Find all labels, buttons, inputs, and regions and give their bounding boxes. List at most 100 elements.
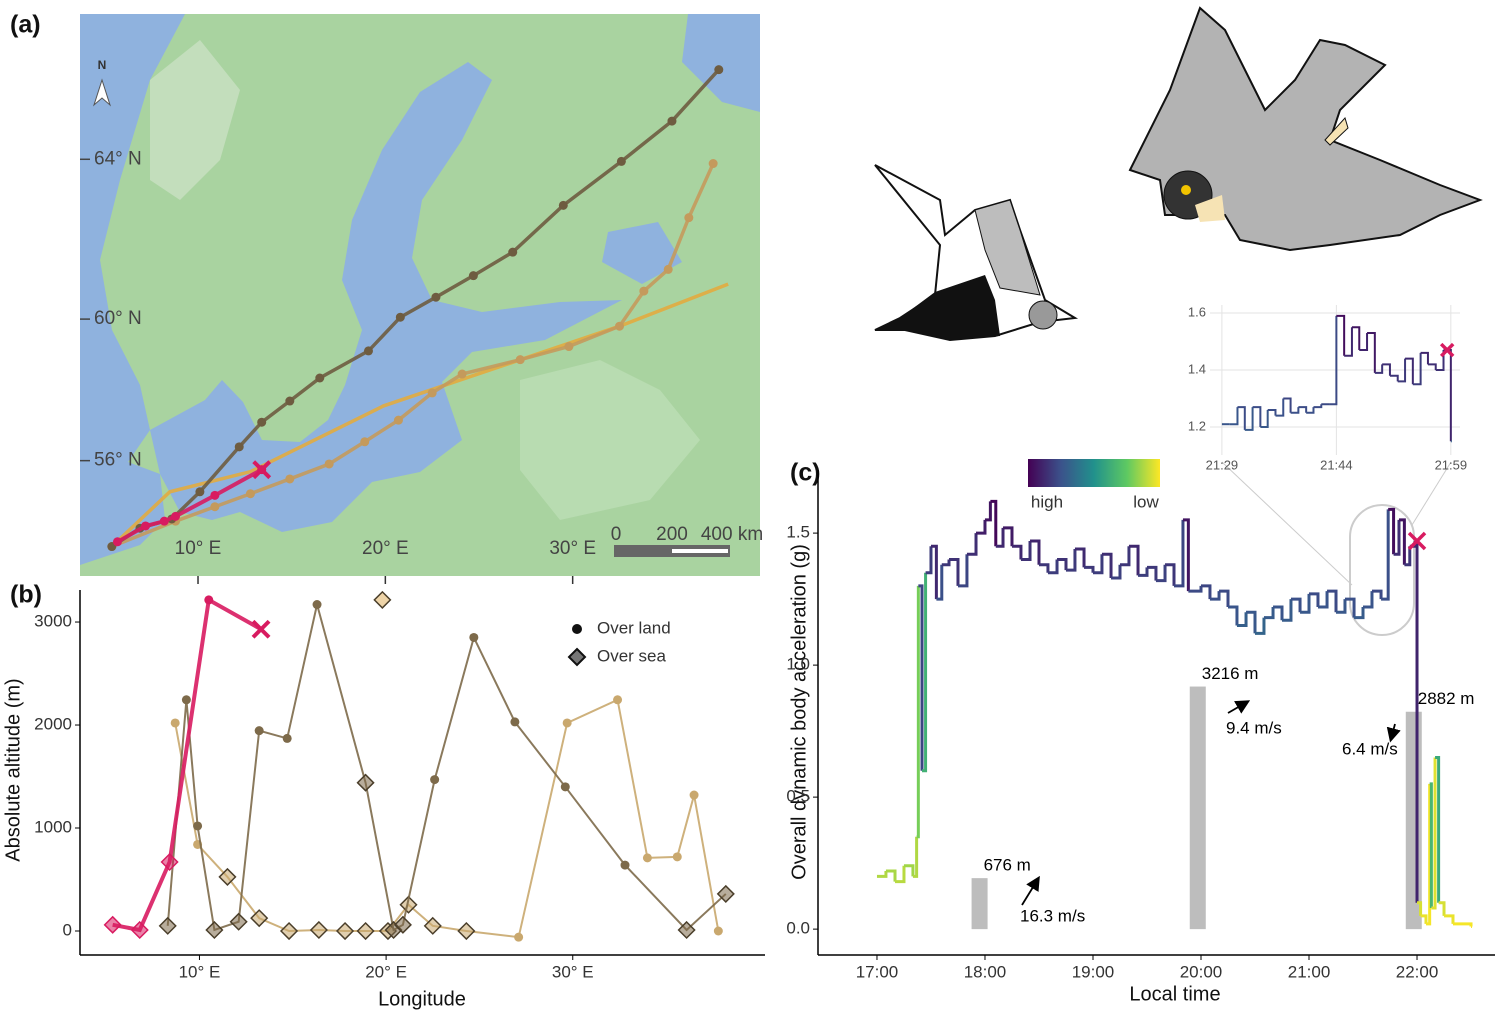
panel-label: (c) [790,459,821,487]
end-marker [1407,531,1427,551]
odba-step [949,558,960,586]
y-tick-label: 1.4 [1188,361,1206,376]
point [373,590,392,609]
y-tick-label: 1000 [34,817,72,836]
track-point [324,459,334,469]
x-tick-label: 22:00 [1396,962,1439,981]
bar-label: 2882 m [1418,689,1475,708]
track-point [615,321,625,331]
x-tick-label: 30° E [549,538,596,559]
x-tick-label: 10° E [179,962,221,981]
plover-belly [875,275,1000,340]
sea [150,62,622,532]
track-point [393,415,403,425]
odba-step [1420,351,1429,365]
odba-step [1425,783,1432,926]
point [103,915,122,934]
x-tick-label: 30° E [552,962,594,981]
odba-step [1327,589,1338,613]
track-point [515,355,525,365]
panel-label: (b) [10,581,42,609]
annotation: 9.4 m/s [1226,718,1282,737]
legend-symbol [567,647,587,667]
track-point [708,159,718,169]
odba-step [1273,605,1284,621]
odba-step [1128,544,1140,576]
odba-step [1313,404,1323,409]
odba-step [1371,589,1383,600]
connector [1221,461,1353,586]
point [620,860,630,870]
odba-step [1290,597,1302,613]
odba-step [936,564,944,601]
odba-step [1138,567,1149,577]
panel-label: (a) [10,11,41,39]
odba-step [1452,922,1473,927]
track-point [431,292,441,302]
point [356,921,375,941]
track-point [285,396,295,406]
x-tick-label: 18:00 [964,962,1007,981]
y-tick-label: 1.5 [786,523,810,542]
end-marker [1439,342,1455,358]
odba-step [1351,326,1361,351]
odba-step [1209,591,1221,601]
point [251,619,271,639]
point [713,926,723,936]
odba-step [1065,548,1077,572]
odba-step [1011,544,1023,560]
plover-wing [974,199,1041,296]
lake [602,222,682,284]
falcon [1128,6,1483,252]
track-point [714,65,724,75]
odba-step [1359,332,1369,352]
odba-step [1188,585,1203,593]
odba-step [1393,519,1401,556]
odba-step [1252,406,1262,428]
x-tick-label: 17:00 [856,962,899,981]
plover [874,164,1079,342]
odba-step [876,871,888,878]
odba-step [1435,756,1441,903]
odba-step [1182,518,1190,592]
odba-step [1246,610,1257,634]
y-axis-title: Overall dynamic body acceleration (g) [788,544,810,880]
odba-step [1405,357,1414,385]
track-point [468,271,478,281]
point [205,920,224,940]
point [254,726,264,736]
x-tick-label: 21:00 [1288,962,1331,981]
wind-arrow [1386,723,1401,743]
point [181,695,191,705]
altitude-bar [1405,711,1422,930]
odba-step [1298,406,1308,413]
track-point [210,490,220,500]
odba-step [1354,607,1365,620]
falcon-cheek [1195,195,1225,222]
track-point [457,369,467,379]
track-point [558,200,568,210]
point [672,852,682,862]
odba-step [1444,914,1455,924]
odba-step [1219,589,1230,608]
point [170,718,180,728]
point [279,921,299,941]
inset [1210,305,1460,455]
x-tick-label: 21:44 [1320,457,1353,472]
point [229,912,248,931]
y-tick-label: 3000 [34,612,72,631]
wind-arrow [1227,700,1251,714]
y-tick-label: 64° N [94,148,142,169]
x-tick-label: 20:00 [1180,962,1223,981]
point [689,790,699,800]
odba-step [1282,599,1293,622]
odba-step [1119,546,1131,567]
point [613,695,623,705]
odba-step [1435,350,1445,372]
odba-step [1344,597,1356,618]
odba-step [941,559,951,567]
colorbar-label: high [1031,492,1063,511]
point [160,852,179,872]
odba-step [1174,519,1185,588]
